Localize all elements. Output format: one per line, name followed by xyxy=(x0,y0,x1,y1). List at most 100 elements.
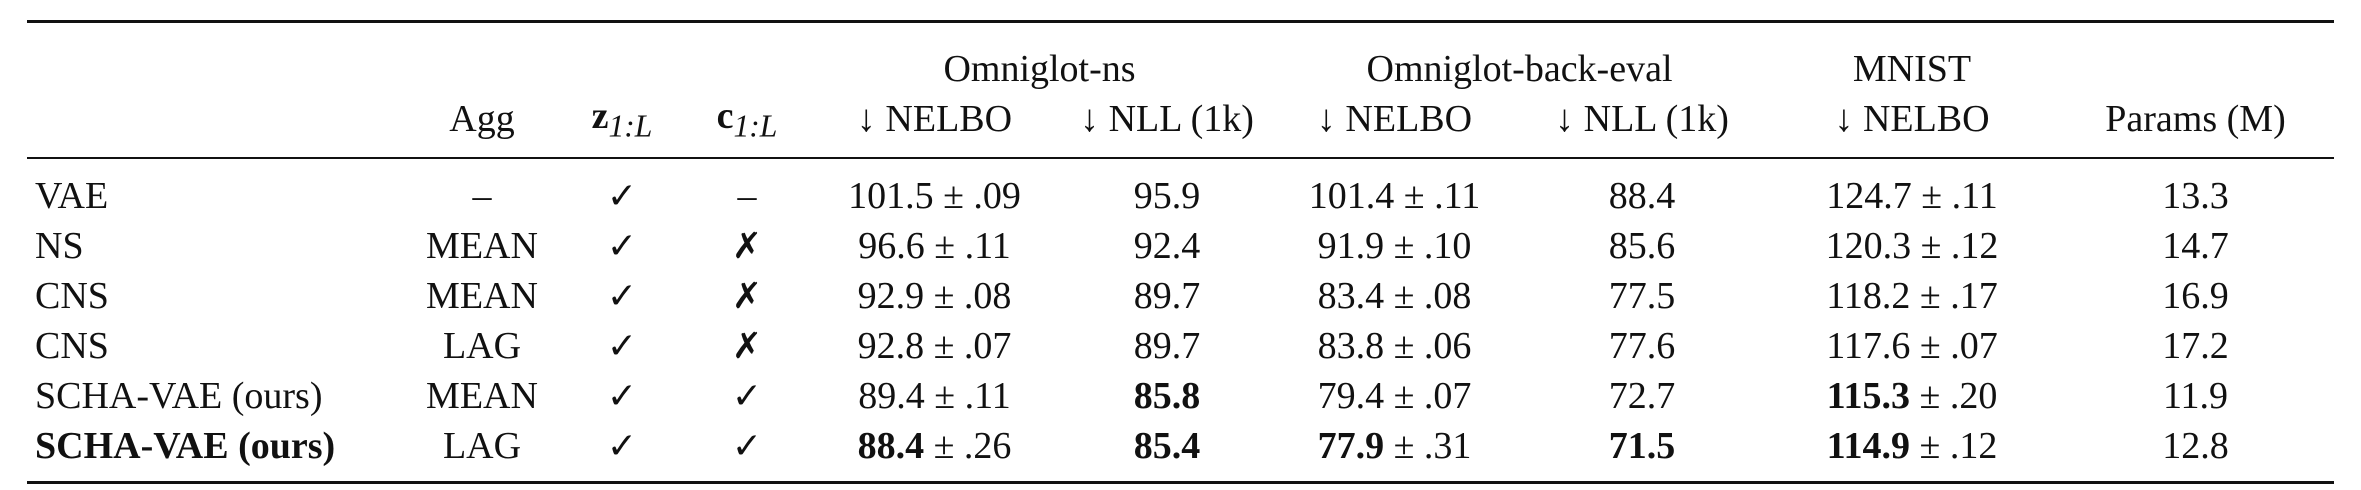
header-c-symbol: c xyxy=(716,94,734,137)
cell-params: 14.7 xyxy=(2162,225,2229,267)
cell-agg: – xyxy=(472,175,492,217)
value: 118.2 xyxy=(1826,275,1911,317)
cell-ns-nelbo: 92.8 ± .07 xyxy=(807,321,1062,371)
cell-mnist-nelbo: 118.2 ± .17 xyxy=(1767,271,2057,321)
table-row: CNS MEAN ✓ ✗ 92.9 ± .08 89.7 83.4 ± .08 … xyxy=(27,271,2334,321)
cell-ns-nll: 85.8 xyxy=(1133,375,1201,417)
cell-params: 11.9 xyxy=(2162,375,2229,417)
error: ± .07 xyxy=(924,325,1012,367)
header-back-nll: ↓ NLL (1k) xyxy=(1517,91,1768,159)
value: 79.4 xyxy=(1317,375,1385,417)
table-row: SCHA-VAE (ours) MEAN ✓ ✓ 89.4 ± .11 85.8… xyxy=(27,371,2334,421)
cell-method: SCHA-VAE (ours) xyxy=(35,425,336,467)
cell-ns-nll: 95.9 xyxy=(1133,175,1201,217)
cell-method: CNS xyxy=(35,275,109,317)
cell-method: NS xyxy=(35,225,84,267)
cell-ns-nelbo: 89.4 ± .11 xyxy=(807,371,1062,421)
error: ± .09 xyxy=(933,175,1021,217)
error: ± .10 xyxy=(1384,225,1472,267)
group-header-params-empty xyxy=(2057,22,2334,92)
cell-c: ✓ xyxy=(731,425,763,467)
error: ± .11 xyxy=(1394,175,1481,217)
value: 120.3 xyxy=(1825,225,1912,267)
error: ± .17 xyxy=(1910,275,1998,317)
cell-agg: MEAN xyxy=(426,275,538,317)
cell-back-nelbo: 79.4 ± .07 xyxy=(1272,371,1517,421)
cell-mnist-nelbo: 124.7 ± .11 xyxy=(1767,158,2057,221)
cell-ns-nll: 85.4 xyxy=(1133,425,1201,467)
cell-back-nll: 72.7 xyxy=(1608,375,1676,417)
cell-c: ✗ xyxy=(731,325,763,367)
cell-method: VAE xyxy=(35,175,109,217)
value: 92.9 xyxy=(857,275,925,317)
error: ± .08 xyxy=(1384,275,1472,317)
header-back-nelbo: ↓ NELBO xyxy=(1272,91,1517,159)
value: 124.7 xyxy=(1826,175,1912,217)
cell-agg: LAG xyxy=(442,325,522,367)
table-row: VAE – ✓ – 101.5 ± .09 95.9 101.4 ± .11 8… xyxy=(27,158,2334,221)
value: 117.6 xyxy=(1826,325,1911,367)
value: 114.9 xyxy=(1826,425,1911,467)
value: 92.8 xyxy=(857,325,925,367)
column-header-row: Agg z1:L c1:L ↓ NELBO ↓ NLL (1k) ↓ NELBO… xyxy=(27,91,2335,159)
cell-ns-nelbo: 101.5 ± .09 xyxy=(807,158,1062,221)
table-row: NS MEAN ✓ ✗ 96.6 ± .11 92.4 91.9 ± .10 8… xyxy=(27,221,2334,271)
cell-back-nll: 88.4 xyxy=(1608,175,1676,217)
header-method xyxy=(27,91,407,159)
value: 89.4 xyxy=(858,375,925,417)
value: 115.3 xyxy=(1826,375,1911,417)
cell-back-nelbo: 91.9 ± .10 xyxy=(1272,221,1517,271)
header-ns-nelbo: ↓ NELBO xyxy=(807,91,1062,159)
cell-method: CNS xyxy=(35,325,109,367)
cell-mnist-nelbo: 120.3 ± .12 xyxy=(1767,221,2057,271)
cell-z: ✓ xyxy=(606,375,638,417)
cell-back-nll: 85.6 xyxy=(1608,225,1676,267)
cell-z: ✓ xyxy=(606,325,638,367)
value: 88.4 xyxy=(857,425,925,467)
value: 96.6 xyxy=(858,225,925,267)
group-header-omniglot-ns: Omniglot-ns xyxy=(943,48,1136,90)
cell-c: ✗ xyxy=(731,225,763,267)
cell-c: ✓ xyxy=(731,375,763,417)
error: ± .12 xyxy=(1910,425,1998,467)
cell-z: ✓ xyxy=(606,175,638,217)
table-row: SCHA-VAE (ours) LAG ✓ ✓ 88.4 ± .26 85.4 … xyxy=(27,421,2334,483)
cell-back-nll: 71.5 xyxy=(1608,425,1676,467)
cell-z: ✓ xyxy=(606,275,638,317)
header-z-symbol: z xyxy=(591,94,609,137)
cell-mnist-nelbo: 114.9 ± .12 xyxy=(1767,421,2057,483)
header-c-subscript: 1:L xyxy=(733,108,778,144)
cell-back-nll: 77.5 xyxy=(1608,275,1676,317)
value: 83.4 xyxy=(1317,275,1385,317)
group-header-omniglot-back-eval: Omniglot-back-eval xyxy=(1366,48,1673,90)
cell-back-nelbo: 83.8 ± .06 xyxy=(1272,321,1517,371)
cell-ns-nelbo: 92.9 ± .08 xyxy=(807,271,1062,321)
cell-agg: MEAN xyxy=(426,225,538,267)
cell-ns-nelbo: 88.4 ± .26 xyxy=(807,421,1062,483)
error: ± .11 xyxy=(924,225,1011,267)
cell-z: ✓ xyxy=(606,225,638,267)
cell-back-nelbo: 101.4 ± .11 xyxy=(1272,158,1517,221)
value: 101.5 xyxy=(848,175,934,217)
results-table: Omniglot-ns Omniglot-back-eval MNIST Agg… xyxy=(27,20,2335,484)
error: ± .26 xyxy=(924,425,1012,467)
cell-params: 12.8 xyxy=(2162,425,2229,467)
cell-ns-nll: 89.7 xyxy=(1133,325,1201,367)
cell-c: ✗ xyxy=(731,275,763,317)
error: ± .07 xyxy=(1384,375,1472,417)
header-ns-nll: ↓ NLL (1k) xyxy=(1062,91,1272,159)
cell-mnist-nelbo: 115.3 ± .20 xyxy=(1767,371,2057,421)
cell-agg: LAG xyxy=(442,425,522,467)
header-params: Params (M) xyxy=(2057,91,2335,159)
header-c: c1:L xyxy=(687,91,807,159)
error: ± .06 xyxy=(1384,325,1472,367)
error: ± .31 xyxy=(1384,425,1472,467)
error: ± .08 xyxy=(924,275,1012,317)
cell-ns-nll: 92.4 xyxy=(1133,225,1201,267)
cell-method: SCHA-VAE (ours) xyxy=(35,375,323,417)
value: 83.8 xyxy=(1317,325,1385,367)
header-z: z1:L xyxy=(557,91,687,159)
value: 101.4 xyxy=(1308,175,1395,217)
cell-params: 17.2 xyxy=(2162,325,2229,367)
